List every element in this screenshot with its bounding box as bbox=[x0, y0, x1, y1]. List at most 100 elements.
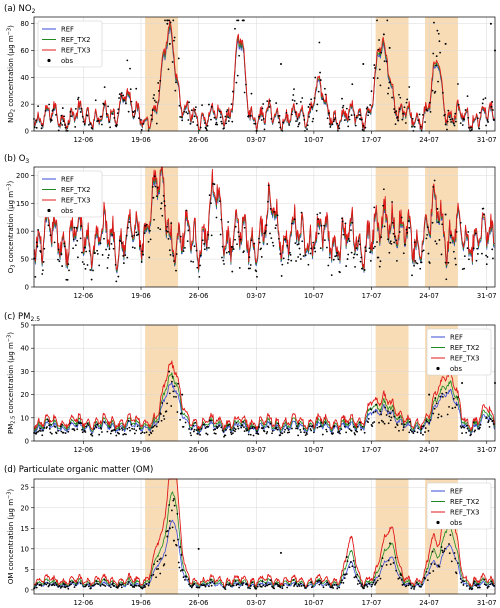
obs-point bbox=[144, 225, 147, 227]
obs-point bbox=[269, 232, 271, 235]
obs-point bbox=[208, 103, 210, 106]
obs-point bbox=[72, 581, 75, 584]
obs-point bbox=[354, 265, 356, 268]
obs-point bbox=[189, 585, 192, 587]
obs-point bbox=[84, 267, 87, 270]
obs-point bbox=[122, 433, 125, 436]
obs-point bbox=[460, 581, 463, 584]
x-tick-label: 24-07 bbox=[419, 599, 439, 607]
obs-point bbox=[219, 116, 222, 119]
obs-point bbox=[133, 432, 136, 435]
obs-point bbox=[256, 585, 259, 588]
obs-point bbox=[476, 117, 479, 120]
obs-point bbox=[294, 242, 297, 244]
obs-point bbox=[238, 586, 241, 589]
obs-point bbox=[351, 565, 354, 568]
obs-point bbox=[280, 431, 282, 434]
obs-point bbox=[37, 430, 40, 433]
obs-point bbox=[165, 229, 168, 232]
obs-point bbox=[409, 583, 412, 586]
obs-point bbox=[203, 584, 206, 587]
obs-point bbox=[347, 238, 350, 240]
series-line-REF_TX2 bbox=[33, 372, 495, 433]
obs-point bbox=[57, 248, 60, 251]
obs-point bbox=[184, 578, 186, 581]
obs-point bbox=[481, 102, 484, 105]
obs-point bbox=[41, 273, 44, 275]
obs-point bbox=[370, 90, 373, 93]
obs-point bbox=[50, 432, 53, 435]
obs-point bbox=[42, 429, 44, 432]
obs-point bbox=[193, 428, 196, 431]
obs-point bbox=[136, 234, 138, 237]
obs-point bbox=[201, 584, 204, 587]
obs-point bbox=[426, 109, 428, 112]
obs-point bbox=[115, 434, 118, 437]
obs-point bbox=[492, 419, 494, 422]
obs-point bbox=[261, 580, 264, 583]
obs-point bbox=[450, 121, 452, 123]
obs-point bbox=[411, 117, 414, 120]
obs-point bbox=[303, 118, 306, 121]
obs-point bbox=[166, 535, 169, 538]
obs-point bbox=[120, 92, 123, 94]
obs-point bbox=[108, 121, 111, 123]
obs-point bbox=[390, 416, 393, 419]
obs-point bbox=[319, 247, 322, 249]
obs-point bbox=[249, 587, 251, 590]
obs-point bbox=[96, 582, 99, 585]
obs-point bbox=[64, 126, 67, 129]
obs-point bbox=[184, 421, 187, 424]
obs-point bbox=[407, 220, 410, 222]
legend-label-obs: obs bbox=[61, 207, 73, 215]
obs-point bbox=[35, 584, 37, 586]
obs-point bbox=[180, 553, 183, 556]
obs-point bbox=[358, 582, 361, 585]
obs-point bbox=[479, 426, 481, 429]
obs-point bbox=[276, 583, 279, 586]
obs-point bbox=[165, 410, 168, 413]
obs-point bbox=[263, 430, 266, 433]
obs-point bbox=[406, 231, 409, 234]
obs-point bbox=[333, 583, 336, 586]
obs-point bbox=[273, 587, 276, 590]
obs-point bbox=[258, 237, 260, 240]
x-tick-label: 31-07 bbox=[477, 292, 497, 300]
obs-point bbox=[421, 583, 424, 586]
obs-point bbox=[192, 424, 195, 427]
obs-point bbox=[96, 249, 99, 252]
obs-point bbox=[201, 104, 203, 106]
obs-point bbox=[376, 77, 379, 80]
obs-point bbox=[157, 90, 160, 92]
obs-point bbox=[489, 418, 492, 421]
obs-point bbox=[35, 241, 38, 244]
obs-point bbox=[115, 280, 118, 283]
obs-point bbox=[106, 430, 109, 433]
obs-point bbox=[90, 587, 92, 590]
obs-point bbox=[395, 569, 398, 572]
obs-point bbox=[347, 253, 350, 256]
obs-point bbox=[170, 380, 173, 383]
obs-point bbox=[311, 120, 314, 123]
obs-point bbox=[316, 426, 319, 429]
obs-point bbox=[444, 123, 447, 126]
obs-point bbox=[232, 429, 235, 432]
obs-point bbox=[448, 552, 451, 555]
obs-point bbox=[306, 124, 309, 127]
obs-point bbox=[143, 431, 146, 434]
obs-point bbox=[297, 434, 300, 437]
obs-point bbox=[400, 578, 403, 581]
obs-point bbox=[487, 585, 490, 588]
legend-label-REF: REF bbox=[450, 334, 463, 342]
obs-point bbox=[192, 430, 195, 433]
obs-point bbox=[337, 431, 339, 434]
x-tick-label: 31-07 bbox=[477, 599, 497, 607]
obs-point bbox=[237, 427, 240, 430]
y-axis-label-sub: 2.5 bbox=[11, 416, 17, 424]
obs-point bbox=[378, 68, 381, 71]
obs-point bbox=[130, 423, 133, 426]
obs-point bbox=[118, 583, 121, 585]
obs-point bbox=[48, 584, 50, 587]
obs-point bbox=[140, 432, 142, 435]
obs-point bbox=[250, 92, 253, 95]
